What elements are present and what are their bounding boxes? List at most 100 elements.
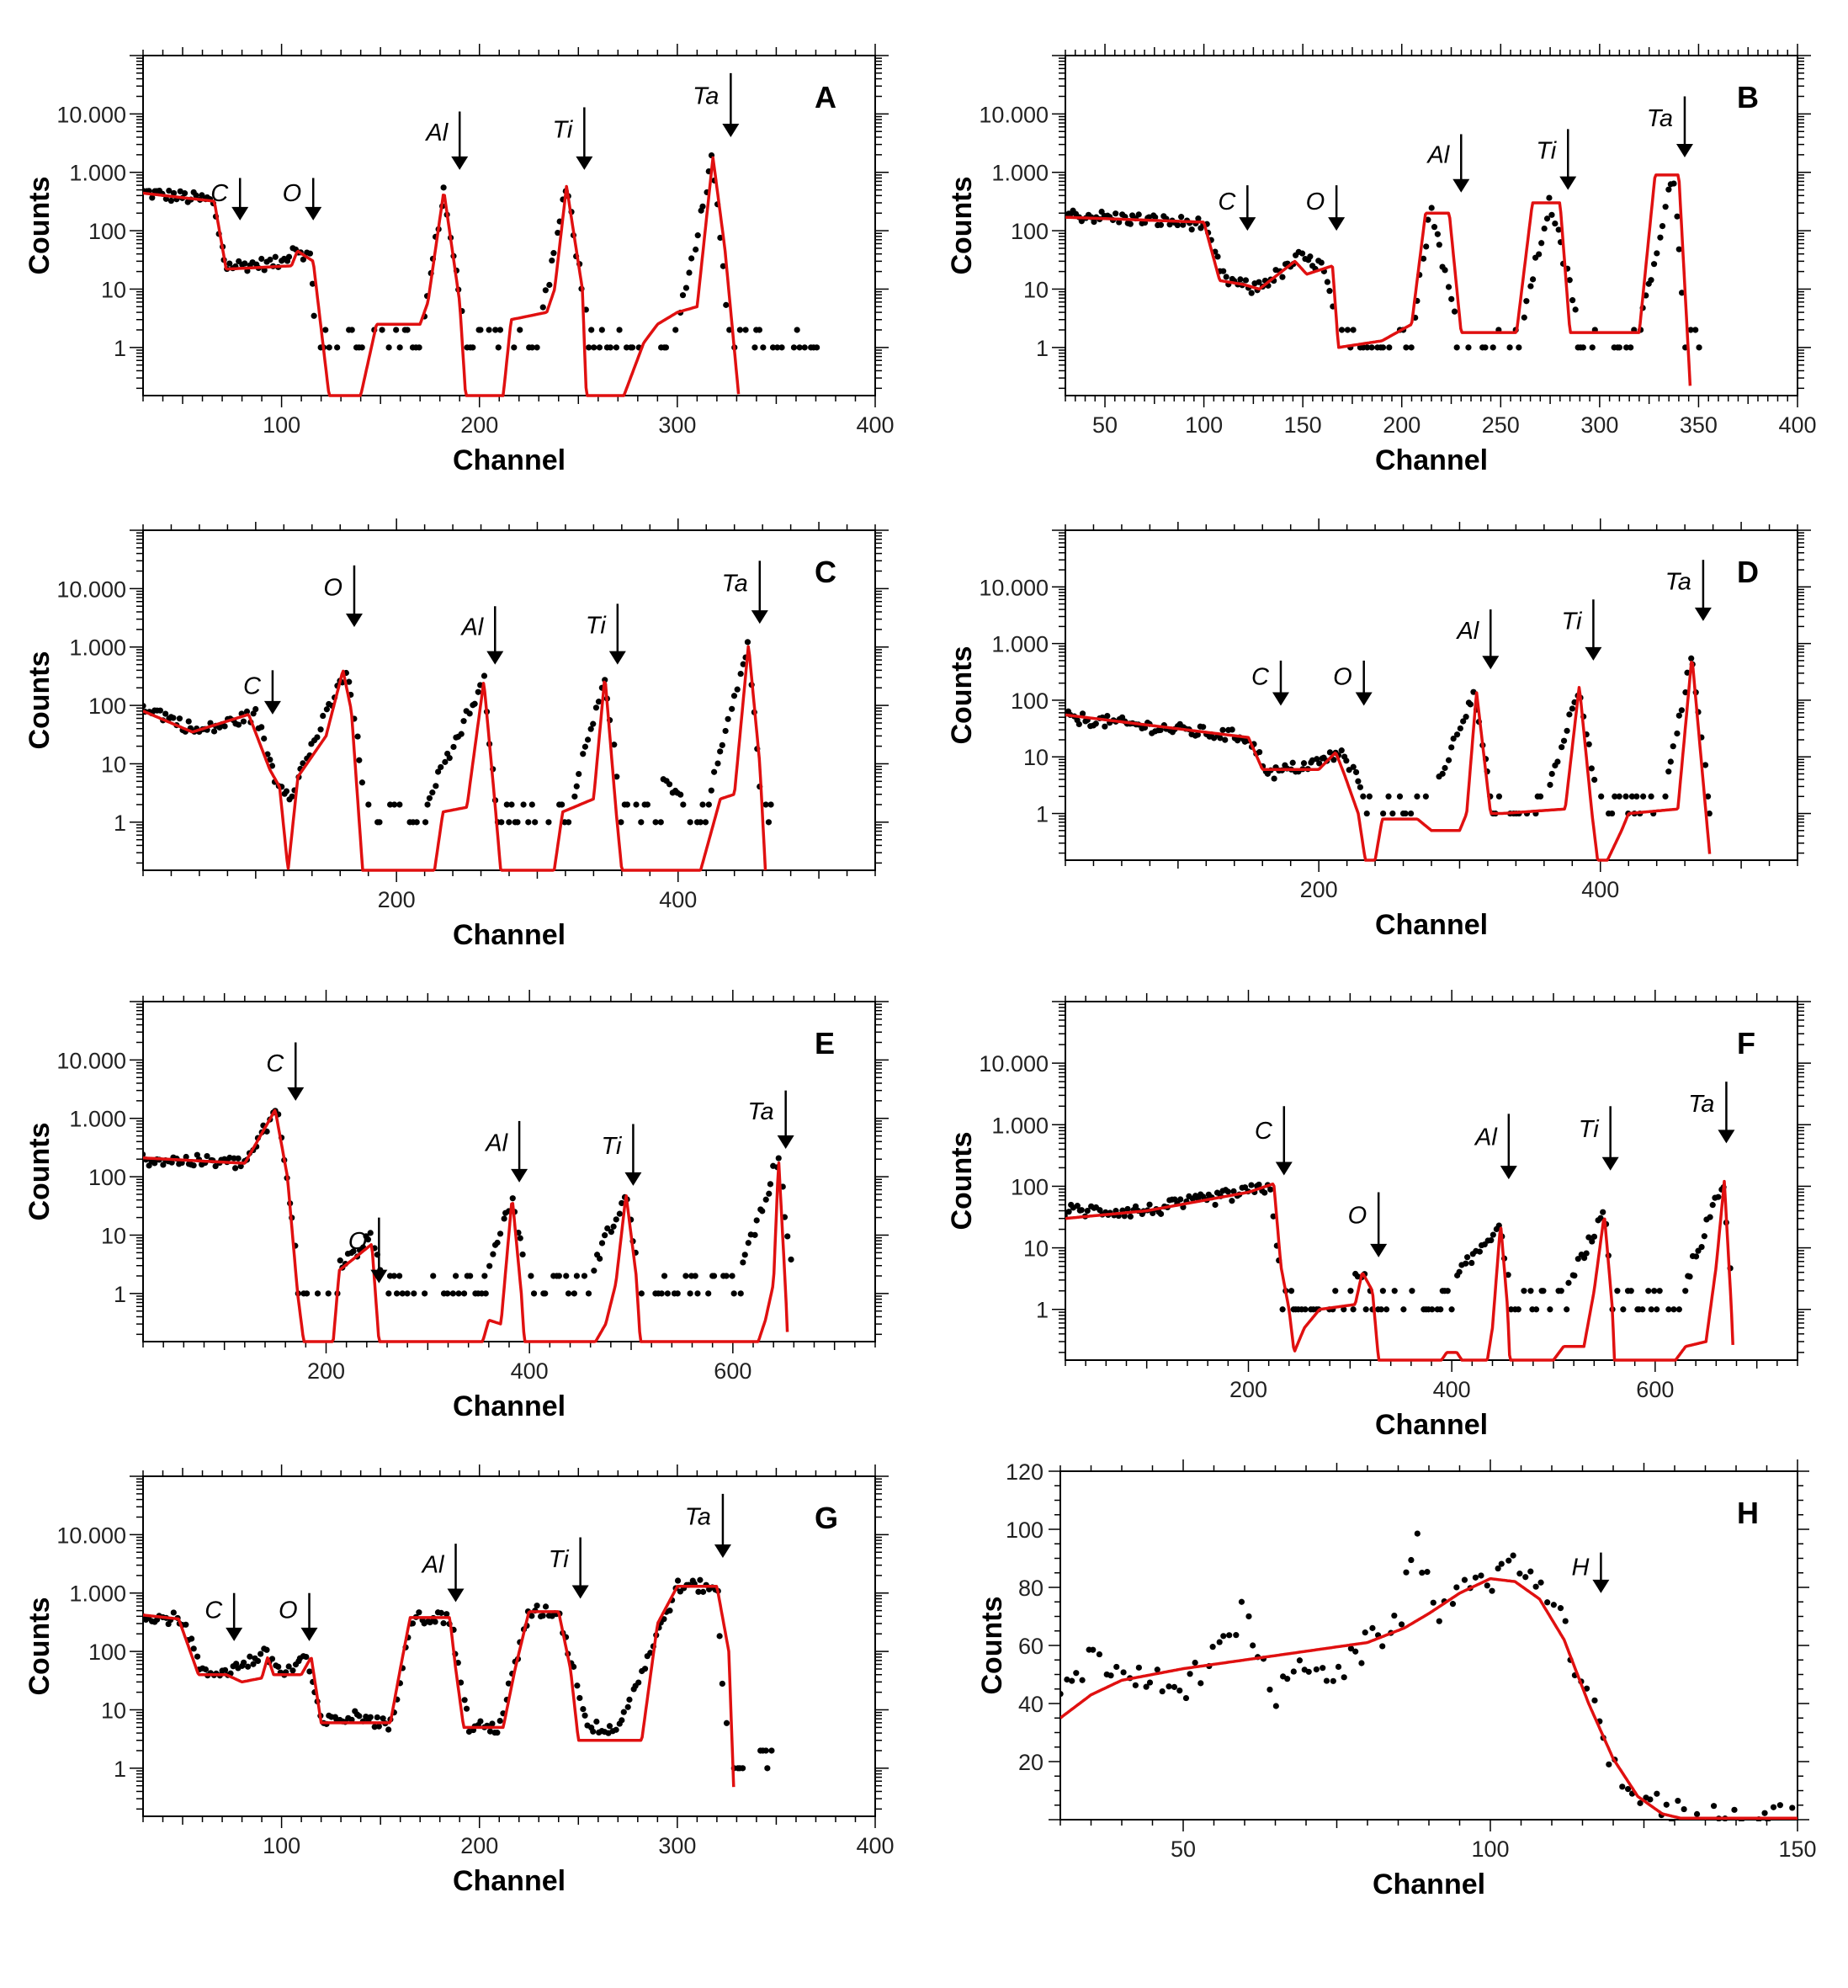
data-point — [1096, 1650, 1103, 1658]
data-point — [629, 344, 636, 351]
y-tick-label: 10.000 — [979, 575, 1049, 600]
data-point — [1450, 735, 1457, 742]
data-point — [300, 256, 306, 263]
data-point — [1623, 344, 1630, 351]
element-label: C — [1255, 1118, 1273, 1145]
y-axis-title: Counts — [24, 651, 56, 749]
data-point — [1197, 1680, 1204, 1687]
data-point — [767, 801, 774, 808]
y-ticks — [1052, 55, 1811, 390]
data-point — [1516, 344, 1522, 351]
data-point — [1620, 1306, 1627, 1313]
data-point — [565, 1290, 572, 1297]
data-point — [1692, 327, 1699, 333]
data-point — [1668, 1819, 1675, 1821]
y-tick-label: 1 — [1036, 1298, 1049, 1323]
data-point — [231, 1165, 239, 1172]
data-point — [1430, 1599, 1436, 1606]
data-point — [1097, 1207, 1103, 1214]
series-fit-line — [1065, 661, 1712, 862]
data-point — [1271, 775, 1277, 782]
data-point — [1456, 1268, 1463, 1275]
data-point — [1379, 344, 1387, 351]
data-point — [1478, 1572, 1484, 1579]
data-point — [814, 344, 820, 351]
data-point — [729, 705, 735, 712]
data-point — [517, 327, 523, 333]
data-point — [1702, 762, 1709, 768]
data-point — [1453, 344, 1460, 351]
data-point — [539, 304, 546, 311]
y-tick-label: 1.000 — [69, 635, 126, 661]
data-point — [1460, 718, 1467, 725]
data-point — [1656, 1288, 1663, 1294]
data-point — [1113, 210, 1119, 217]
data-point — [1654, 250, 1660, 257]
data-point — [1657, 234, 1664, 241]
data-point — [1710, 1803, 1718, 1810]
data-point — [185, 718, 192, 725]
data-point — [708, 787, 714, 794]
x-axis-title: Channel — [1375, 1409, 1488, 1441]
data-point — [314, 1290, 321, 1297]
data-point — [682, 1273, 689, 1279]
data-point — [657, 819, 664, 826]
data-point — [267, 256, 273, 263]
element-annotation: Al — [459, 606, 504, 665]
data-point — [1422, 793, 1429, 800]
data-point — [1663, 1801, 1670, 1808]
data-point — [237, 1163, 244, 1170]
data-point — [1650, 261, 1658, 268]
data-point — [1654, 1790, 1660, 1797]
y-tick-label: 1.000 — [991, 632, 1049, 657]
data-point — [1084, 1207, 1091, 1215]
data-point — [774, 344, 781, 351]
arrow-head — [777, 1135, 794, 1150]
data-point — [1453, 1584, 1460, 1591]
data-point — [1678, 290, 1686, 296]
data-point — [1585, 1234, 1592, 1241]
x-tick-label: 400 — [1433, 1377, 1471, 1402]
data-point — [734, 686, 741, 693]
data-point — [1279, 274, 1286, 280]
data-point — [490, 1251, 497, 1257]
data-point — [1624, 1786, 1632, 1793]
data-point — [1449, 1601, 1457, 1608]
data-point — [1692, 1253, 1700, 1260]
data-point — [1233, 1632, 1240, 1639]
data-point — [766, 1190, 773, 1197]
data-point — [1364, 344, 1371, 351]
element-label: O — [348, 1228, 368, 1255]
data-point — [261, 735, 268, 742]
data-point — [393, 327, 400, 333]
data-point — [193, 192, 199, 199]
data-point — [1589, 344, 1596, 351]
data-point — [619, 1199, 625, 1207]
data-point — [1267, 1686, 1273, 1693]
x-tick-label: 300 — [658, 412, 696, 438]
data-point — [334, 344, 341, 351]
data-point — [505, 1680, 512, 1687]
element-annotation: C — [204, 1592, 243, 1641]
y-tick-label: 1.000 — [69, 1107, 126, 1132]
data-point — [647, 1650, 654, 1656]
element-annotation: Al — [484, 1120, 528, 1183]
panel-letter: C — [815, 555, 836, 589]
element-label: O — [279, 1597, 298, 1624]
data-point — [658, 1290, 665, 1297]
data-point — [1628, 1288, 1634, 1294]
data-point — [725, 715, 731, 722]
arrow-head — [511, 1168, 528, 1183]
data-point — [326, 344, 332, 351]
arrow-head — [1694, 607, 1712, 621]
data-point — [1256, 1181, 1262, 1188]
y-tick-label: 1 — [114, 336, 126, 361]
data-point — [1157, 221, 1165, 228]
data-point — [1548, 770, 1555, 778]
data-point — [1628, 344, 1634, 351]
data-point — [1192, 1659, 1198, 1666]
y-ticks — [1049, 1470, 1809, 1821]
element-label: C — [243, 673, 262, 700]
data-point — [194, 1653, 201, 1660]
data-point — [1468, 1259, 1475, 1267]
